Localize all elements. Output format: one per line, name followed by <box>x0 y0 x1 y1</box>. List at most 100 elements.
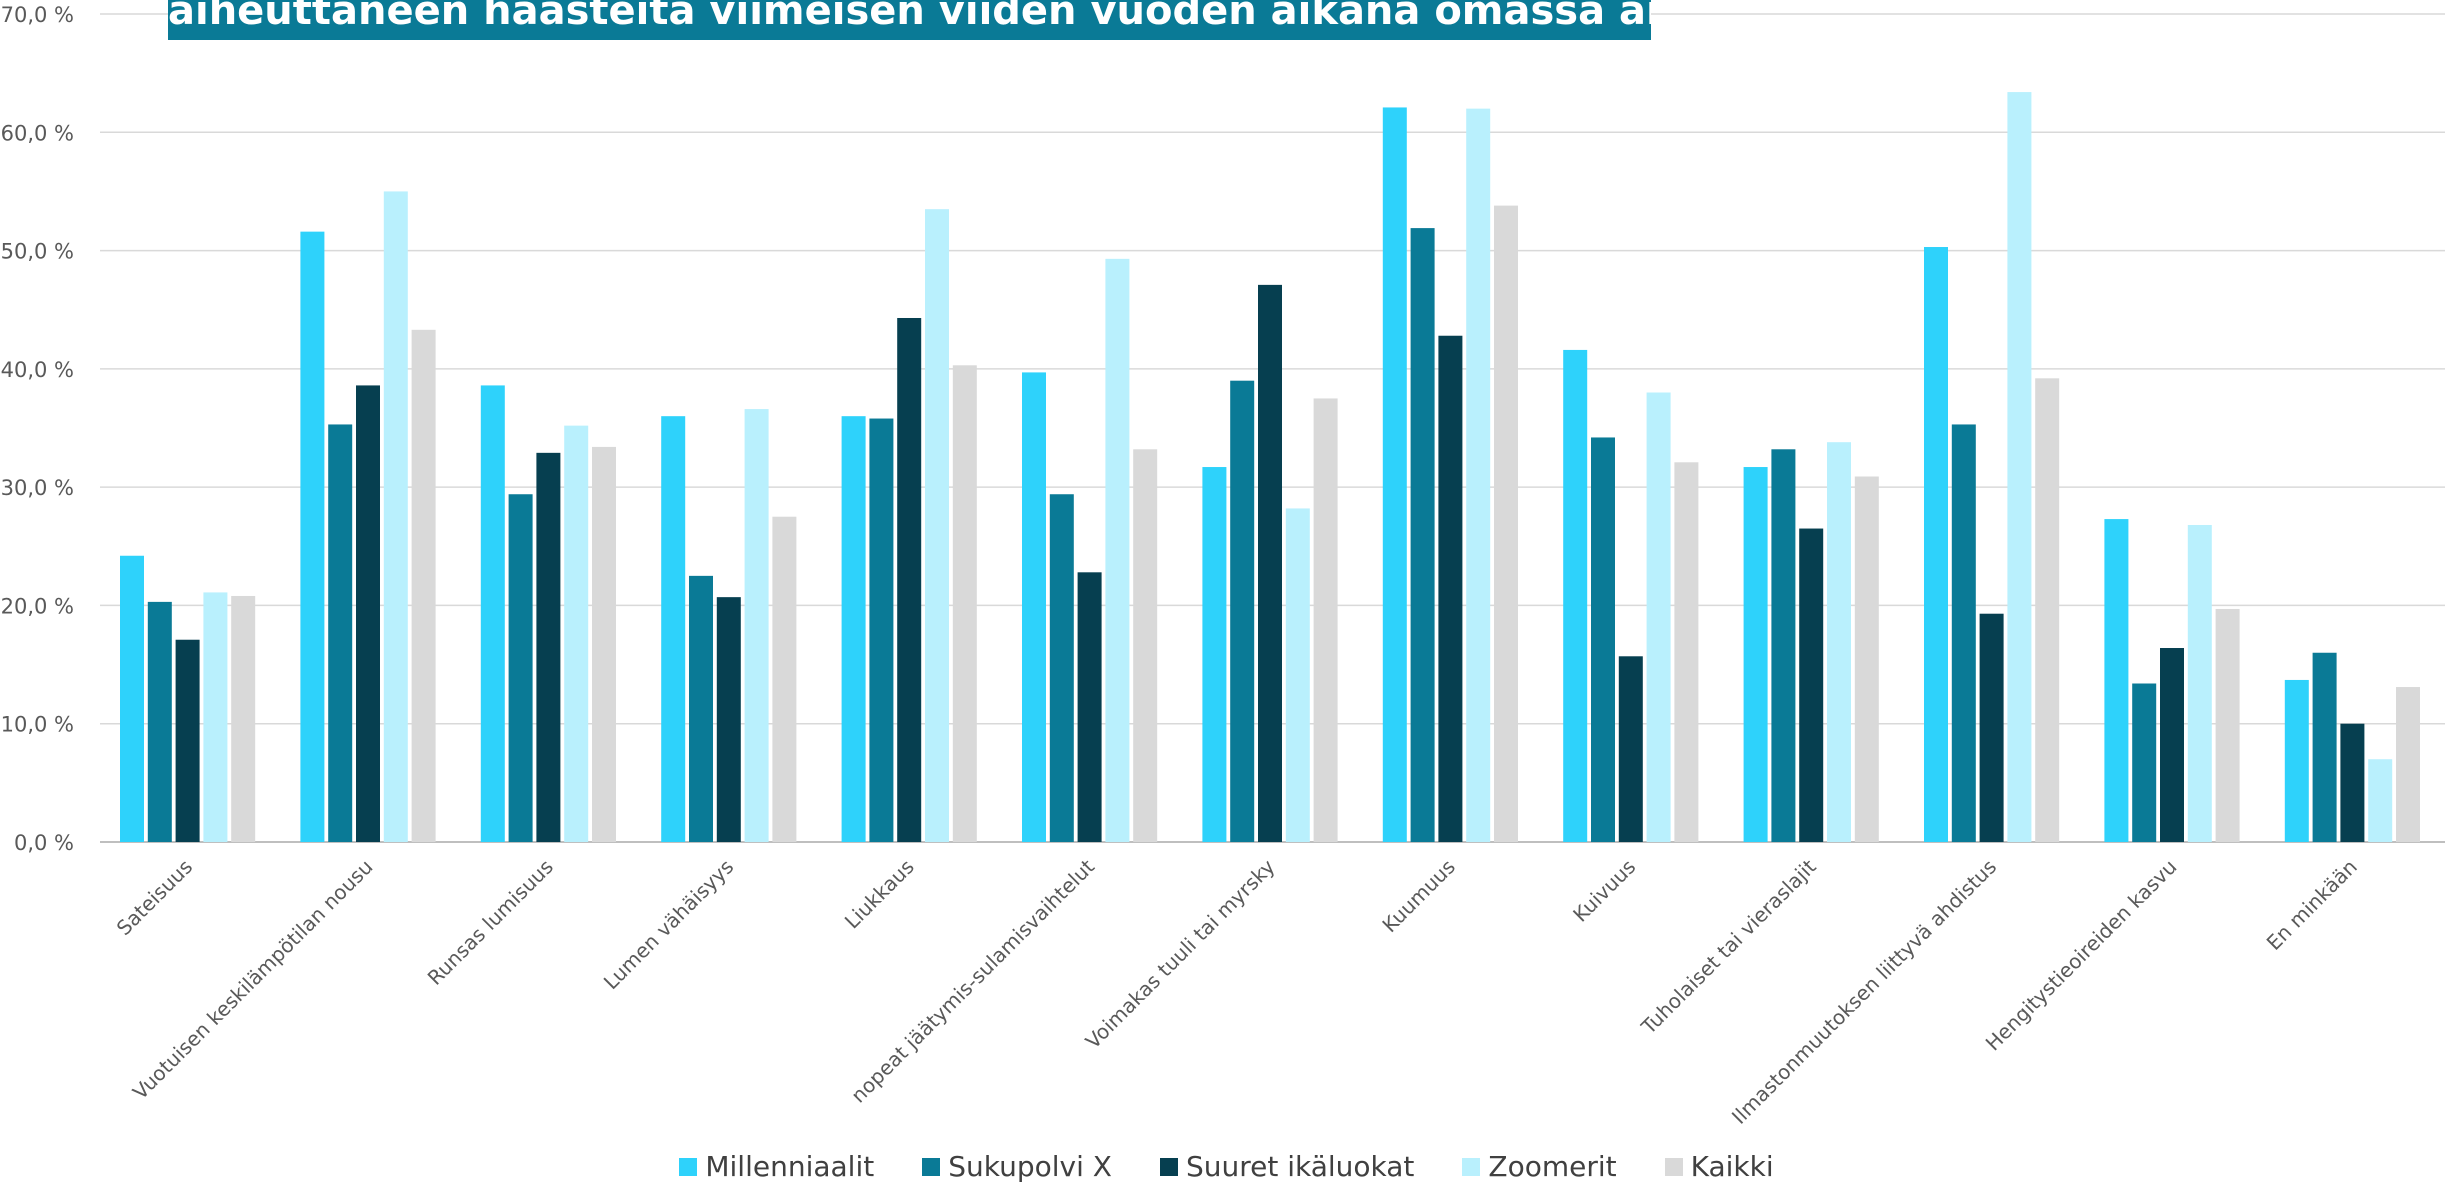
bar <box>1854 476 1879 842</box>
bar <box>1827 442 1851 842</box>
bar <box>2132 683 2157 842</box>
bar <box>661 416 686 842</box>
bar <box>1979 613 2004 842</box>
bar <box>2215 608 2240 842</box>
legend-label: Suuret ikäluokat <box>1185 1150 1415 1183</box>
bar <box>1077 572 1102 842</box>
chart-title: aiheuttaneen haasteita viimeisen viiden … <box>168 0 1651 34</box>
bar <box>1799 528 1824 842</box>
bar <box>841 416 866 842</box>
legend-item: Millenniaalit <box>679 1150 874 1183</box>
bar <box>147 601 172 842</box>
bar <box>1591 437 1615 842</box>
legend-item: Kaikki <box>1664 1150 1774 1183</box>
bar <box>2340 723 2365 842</box>
bar <box>592 446 616 842</box>
bar <box>508 494 533 842</box>
legend-item: Sukupolvi X <box>922 1150 1112 1183</box>
x-tick-label: Kuumuus <box>1377 855 1460 938</box>
bar <box>1674 462 1699 842</box>
bar <box>716 597 741 842</box>
bar <box>231 595 256 842</box>
x-tick-label: Runsas lumisuus <box>423 855 558 990</box>
bar <box>2160 648 2184 842</box>
bar <box>328 424 353 842</box>
bar <box>1202 467 1227 842</box>
bar <box>2007 92 2032 842</box>
bar <box>1494 205 1518 842</box>
y-axis-tick-labels: 0,0 % 10,0 % 20,0 % 30,0 % 40,0 % 50,0 % 60,0 … <box>1 3 74 855</box>
y-tick-label: 20,0 % <box>1 594 74 618</box>
bar <box>2104 519 2129 842</box>
bar <box>1563 349 1588 842</box>
x-tick-label: Kuivuus <box>1568 855 1640 927</box>
chart-title-banner: aiheuttaneen haasteita viimeisen viiden … <box>168 0 1651 40</box>
bar <box>536 452 561 842</box>
bar <box>120 555 144 842</box>
bar <box>383 191 408 842</box>
bar <box>175 639 200 842</box>
bar <box>1258 284 1282 843</box>
bar <box>689 575 713 842</box>
bar <box>1049 494 1074 842</box>
y-tick-label: 30,0 % <box>1 476 74 500</box>
bar <box>411 329 436 842</box>
bar <box>1466 108 1491 843</box>
bars <box>120 92 2420 843</box>
bar <box>2035 378 2060 842</box>
x-tick-label: Voimakas tuuli tai myrsky <box>1081 854 1280 1053</box>
y-tick-label: 40,0 % <box>1 358 74 382</box>
bar <box>2284 679 2309 842</box>
bar <box>1230 380 1255 842</box>
x-tick-label: Liukkaus <box>840 855 919 934</box>
bar <box>203 592 228 842</box>
legend-swatch <box>922 1157 941 1176</box>
legend-label: Kaikki <box>1690 1150 1774 1183</box>
bar <box>1771 449 1796 842</box>
legend-label: Millenniaalit <box>705 1150 875 1183</box>
bar <box>2312 652 2337 842</box>
bar <box>925 209 949 842</box>
bar <box>564 425 589 842</box>
bar <box>1438 335 1463 842</box>
x-tick-label: Hengitystieoireiden kasvu <box>1981 855 2182 1056</box>
bar <box>1105 258 1130 842</box>
bar <box>897 317 922 843</box>
y-tick-label: 60,0 % <box>1 121 74 145</box>
bar <box>2368 759 2393 842</box>
legend-swatch <box>1664 1157 1683 1176</box>
legend-label: Zoomerit <box>1488 1150 1617 1183</box>
x-tick-label: En minkään <box>2262 855 2362 955</box>
bar <box>1951 424 1976 842</box>
y-tick-label: 0,0 % <box>14 831 74 855</box>
x-tick-label: Lumen vähäisyys <box>599 855 739 995</box>
legend: Millenniaalit Sukupolvi X Suuret ikäluokat… <box>0 1150 2453 1183</box>
bar <box>1382 107 1407 842</box>
x-tick-label: Tuholaiset tai vieraslajit <box>1636 854 1821 1039</box>
bar <box>2396 687 2420 842</box>
bar <box>480 385 505 842</box>
legend-item: Zoomerit <box>1462 1150 1617 1183</box>
legend-item: Suuret ikäluokat <box>1159 1150 1415 1183</box>
legend-swatch <box>1159 1157 1178 1176</box>
bar <box>300 231 325 842</box>
bar <box>1133 449 1158 842</box>
bar <box>1618 656 1643 842</box>
bar <box>952 365 977 842</box>
bar <box>1743 467 1768 842</box>
bar <box>1313 398 1338 842</box>
bar <box>772 516 797 842</box>
bar <box>1022 372 1046 842</box>
legend-swatch <box>1462 1157 1481 1176</box>
bar <box>1410 228 1435 842</box>
bar <box>1646 392 1671 842</box>
bar <box>744 409 769 842</box>
bar <box>2187 524 2212 842</box>
y-tick-label: 70,0 % <box>1 3 74 27</box>
bar <box>356 385 380 842</box>
bar <box>1285 508 1310 842</box>
legend-swatch <box>679 1157 698 1176</box>
bar <box>869 418 894 842</box>
